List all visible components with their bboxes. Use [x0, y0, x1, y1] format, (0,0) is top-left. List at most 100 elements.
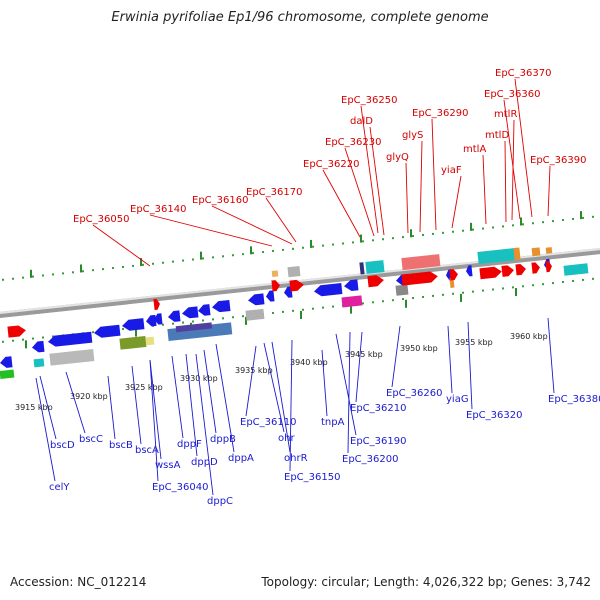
gene-leader-line — [203, 349, 217, 434]
gene-leader-line — [171, 355, 184, 439]
tick-dot — [562, 281, 564, 284]
gene-arrow-reverse — [198, 304, 211, 316]
gene-leader-line — [65, 371, 86, 434]
tick-dot — [502, 287, 504, 290]
gene-leader-line — [107, 375, 116, 440]
bottom-gene-callout: EpC_36320 — [466, 321, 522, 421]
tick-dot — [312, 307, 314, 310]
major-tick — [350, 305, 352, 314]
bottom-gene-callout: EpC_36110 — [240, 345, 296, 428]
gene-leader-line — [211, 205, 293, 245]
gene-label: bscD — [50, 440, 75, 451]
tick-dot — [192, 320, 194, 323]
gene-label: EpC_36220 — [303, 159, 359, 170]
tick-dot — [182, 259, 184, 262]
bottom-gene-callout: tnpA — [321, 349, 345, 428]
gene-leader-line — [369, 126, 385, 236]
gene-arrow-forward — [545, 260, 552, 273]
gene-leader-line — [347, 331, 351, 454]
gene-arrow-reverse — [212, 300, 231, 313]
bottom-gene-callout: dppB — [203, 349, 236, 445]
bottom-gene-callout: EpC_36190 — [335, 333, 406, 447]
gene-arrow-forward — [515, 263, 526, 276]
gene-arrow-reverse — [32, 340, 45, 353]
major-tick — [470, 222, 472, 231]
scale-label: 3945 kbp — [345, 350, 383, 359]
gene-label: dppF — [177, 439, 202, 450]
bottom-gene-callout: dppD — [185, 353, 218, 468]
map-title: Erwinia pyrifoliae Ep1/96 chromosome, co… — [111, 10, 489, 25]
top-gene-callout: yiaF — [441, 165, 462, 229]
gene-label: EpC_36110 — [240, 417, 296, 428]
major-tick — [515, 288, 517, 297]
gene-leader-line — [92, 224, 151, 267]
tick-dot — [532, 284, 534, 287]
tick-dot — [302, 246, 304, 249]
tick-dot — [442, 293, 444, 296]
bottom-gene-callout: bscC — [65, 371, 103, 445]
bottom-gene-callout: ohr — [263, 342, 295, 444]
gene-leader-line — [447, 325, 453, 394]
gene-arrow-forward — [531, 262, 540, 274]
tick-dot — [12, 339, 14, 342]
feature-block — [145, 336, 155, 346]
major-tick — [30, 269, 32, 278]
tick-dot — [222, 317, 224, 320]
tick-dot — [162, 323, 164, 326]
gene-arrow-reverse — [48, 331, 93, 347]
tick-dot — [422, 295, 424, 298]
tick-dot — [482, 289, 484, 292]
tick-dot — [402, 298, 404, 301]
feature-block — [359, 262, 365, 275]
tick-dot — [12, 277, 14, 280]
gene-arrow-reverse — [266, 290, 275, 302]
tick-dot — [242, 315, 244, 318]
gene-label: EpC_36160 — [192, 195, 248, 206]
tick-dot — [302, 308, 304, 311]
gene-label: bscC — [79, 434, 103, 445]
gene-leader-line — [265, 197, 297, 243]
scale-label: 3940 kbp — [290, 358, 328, 367]
tick-dot — [22, 276, 24, 279]
gene-label: EpC_36250 — [341, 95, 397, 106]
tick-dot — [172, 260, 174, 263]
tick-dot — [402, 236, 404, 239]
gene-arrow-reverse — [0, 356, 13, 368]
major-tick — [310, 239, 312, 248]
tick-dot — [282, 310, 284, 313]
gene-leader-line — [344, 147, 375, 237]
bottom-gene-callout: bscA — [131, 365, 159, 456]
tick-dot — [452, 230, 454, 233]
tick-dot — [212, 318, 214, 321]
major-tick — [360, 234, 362, 243]
tick-dot — [92, 269, 94, 272]
tick-dot — [392, 299, 394, 302]
top-gene-callout: dalD — [350, 116, 385, 236]
top-gene-callout: glyS — [402, 130, 423, 233]
gene-arrow-reverse — [168, 310, 181, 322]
gene-label: ohrR — [284, 453, 308, 464]
tick-dot — [42, 336, 44, 339]
top-gene-callout: EpC_36230 — [325, 137, 381, 237]
gene-arrow-forward — [367, 275, 384, 288]
gene-leader-line — [322, 169, 361, 238]
gene-label: EpC_36050 — [73, 214, 129, 225]
top-gene-callout: EpC_36220 — [303, 159, 361, 238]
tick-dot — [592, 215, 594, 218]
major-tick — [520, 217, 522, 226]
gene-leader-line — [35, 377, 56, 482]
tick-dot — [32, 275, 34, 278]
gene-leader-line — [355, 331, 363, 403]
gene-leader-line — [547, 165, 551, 217]
gene-label: EpC_36390 — [530, 155, 586, 166]
top-gene-callout: EpC_36360 — [484, 89, 540, 220]
tick-dot — [592, 277, 594, 280]
top-gene-callout: EpC_36370 — [495, 68, 551, 218]
gene-leader-line — [335, 333, 357, 436]
tick-dot — [22, 338, 24, 341]
feature-block — [0, 369, 15, 379]
scale-label: 3915 kbp — [15, 403, 53, 412]
gene-label: tnpA — [321, 417, 345, 428]
tick-dot — [332, 305, 334, 308]
